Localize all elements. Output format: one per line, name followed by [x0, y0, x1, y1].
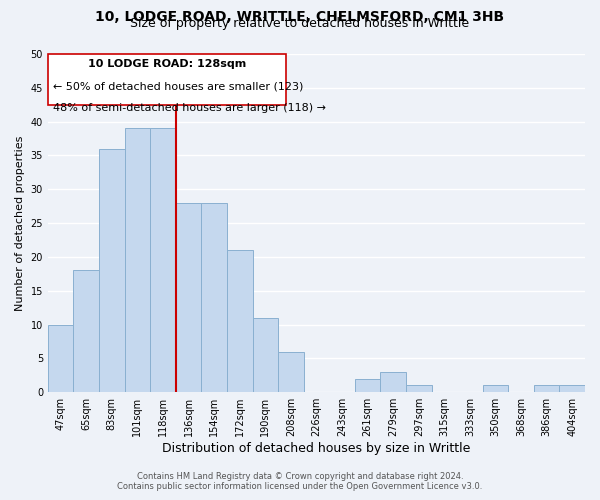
Bar — [48, 324, 73, 392]
FancyBboxPatch shape — [48, 54, 286, 104]
Bar — [150, 128, 176, 392]
Y-axis label: Number of detached properties: Number of detached properties — [15, 136, 25, 311]
Bar — [355, 378, 380, 392]
X-axis label: Distribution of detached houses by size in Writtle: Distribution of detached houses by size … — [162, 442, 470, 455]
Bar — [482, 386, 508, 392]
Bar — [380, 372, 406, 392]
Text: Size of property relative to detached houses in Writtle: Size of property relative to detached ho… — [130, 18, 470, 30]
Bar — [99, 148, 125, 392]
Text: 10, LODGE ROAD, WRITTLE, CHELMSFORD, CM1 3HB: 10, LODGE ROAD, WRITTLE, CHELMSFORD, CM1… — [95, 10, 505, 24]
Bar — [125, 128, 150, 392]
Bar — [559, 386, 585, 392]
Bar — [73, 270, 99, 392]
Text: Contains public sector information licensed under the Open Government Licence v3: Contains public sector information licen… — [118, 482, 482, 491]
Text: ← 50% of detached houses are smaller (123): ← 50% of detached houses are smaller (12… — [53, 81, 304, 91]
Text: Contains HM Land Registry data © Crown copyright and database right 2024.: Contains HM Land Registry data © Crown c… — [137, 472, 463, 481]
Bar — [278, 352, 304, 392]
Bar — [176, 203, 202, 392]
Text: 48% of semi-detached houses are larger (118) →: 48% of semi-detached houses are larger (… — [53, 103, 326, 113]
Bar — [406, 386, 431, 392]
Bar — [534, 386, 559, 392]
Text: 10 LODGE ROAD: 128sqm: 10 LODGE ROAD: 128sqm — [88, 59, 246, 69]
Bar — [202, 203, 227, 392]
Bar — [227, 250, 253, 392]
Bar — [253, 318, 278, 392]
